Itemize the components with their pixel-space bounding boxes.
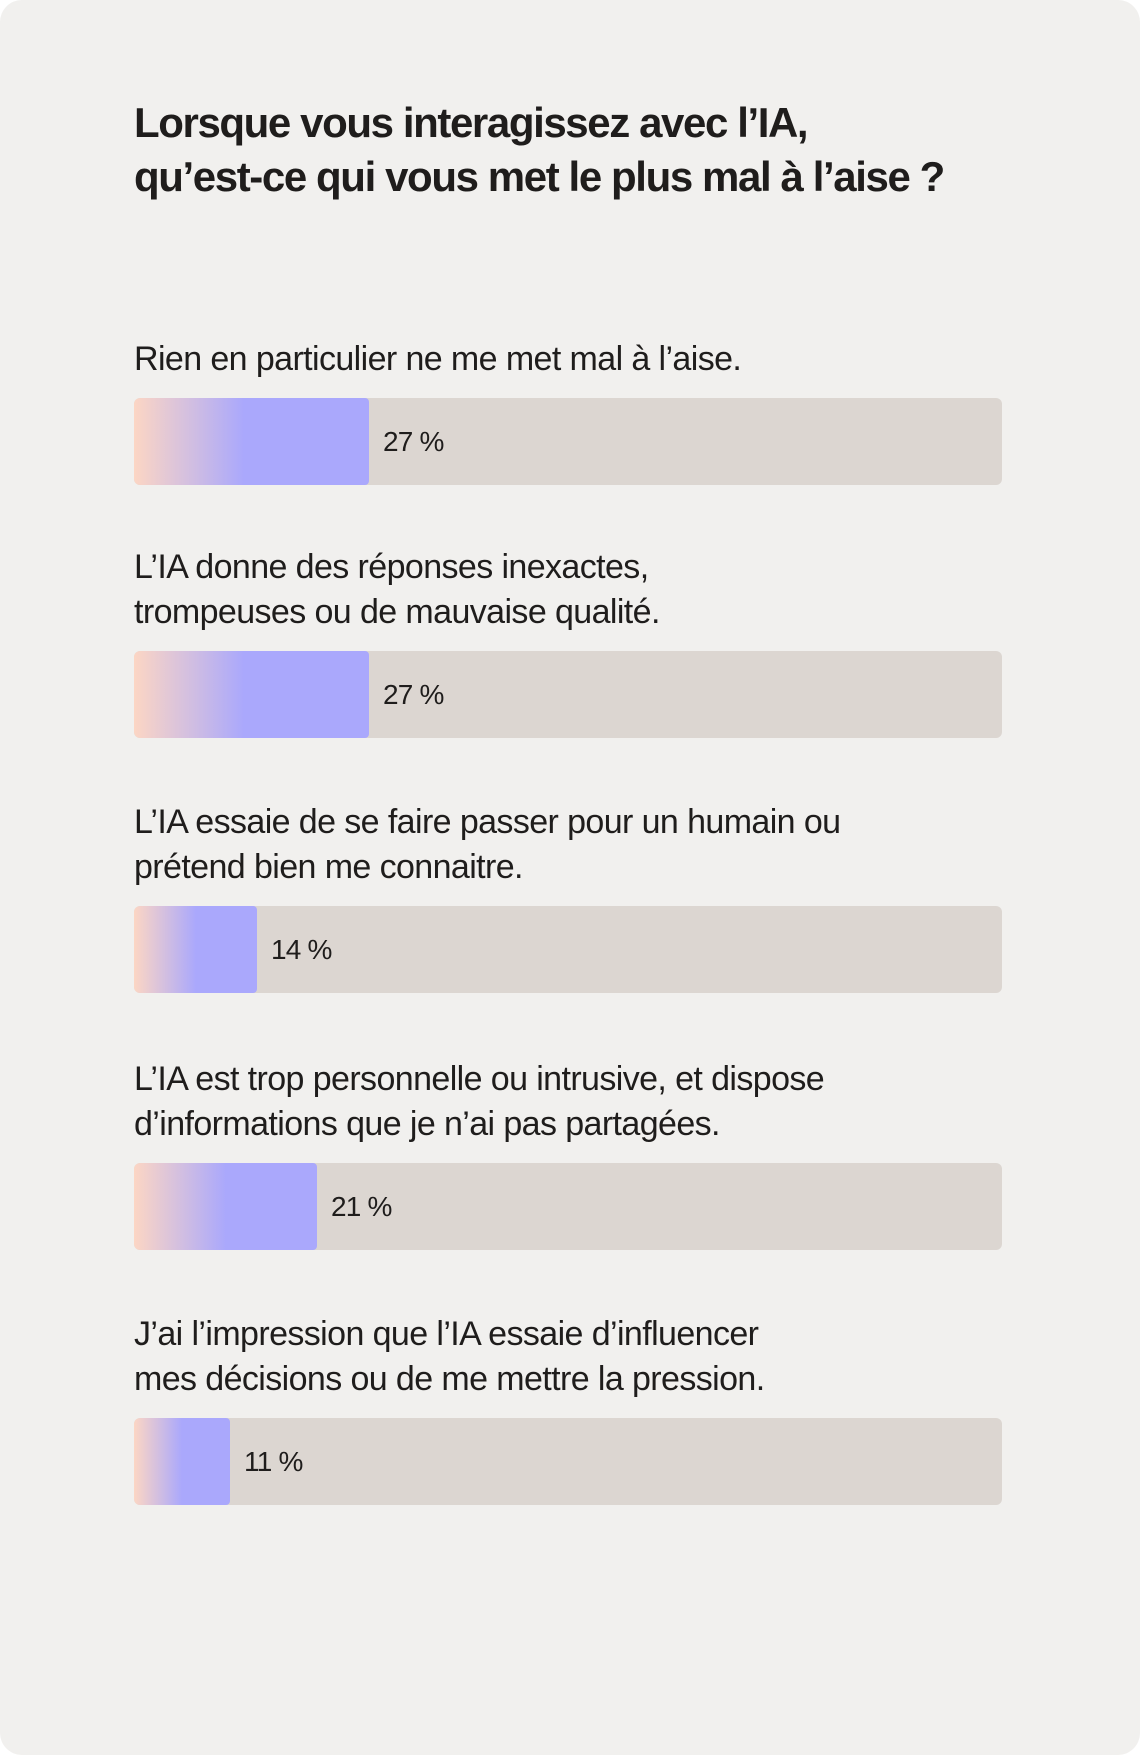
category-label-line: L’IA essaie de se faire passer pour un h…: [134, 803, 841, 841]
category-label-line: L’IA donne des réponses inexactes,: [134, 548, 649, 586]
bar: [134, 1418, 230, 1505]
value-label: 14 %: [271, 934, 332, 965]
category-label-line: L’IA est trop personnelle ou intrusive, …: [134, 1060, 825, 1098]
category-label-line: d’informations que je n’ai pas partagées…: [134, 1105, 720, 1143]
bar-item: L’IA est trop personnelle ou intrusive, …: [134, 1057, 1004, 1250]
category-label: L’IA essaie de se faire passer pour un h…: [134, 800, 1004, 890]
value-label: 27 %: [383, 679, 444, 710]
category-label: J’ai l’impression que l’IA essaie d’infl…: [134, 1312, 1004, 1402]
bar: [134, 398, 369, 485]
bar: [134, 906, 257, 993]
bar: [134, 1163, 317, 1250]
value-label: 27 %: [383, 426, 444, 457]
bar-track: 27 %: [134, 398, 1002, 485]
category-label-line: trompeuses ou de mauvaise qualité.: [134, 593, 660, 631]
category-label-line: J’ai l’impression que l’IA essaie d’infl…: [134, 1315, 759, 1353]
chart-title-line: Lorsque vous interagissez avec l’IA,: [134, 99, 809, 146]
bar-track: 21 %: [134, 1163, 1002, 1250]
category-label: Rien en particulier ne me met mal à l’ai…: [134, 337, 1004, 382]
bar-item: Rien en particulier ne me met mal à l’ai…: [134, 337, 1004, 485]
chart-title-line: qu’est-ce qui vous met le plus mal à l’a…: [134, 153, 945, 200]
bar-item: J’ai l’impression que l’IA essaie d’infl…: [134, 1312, 1004, 1505]
category-label: L’IA donne des réponses inexactes, trompe…: [134, 545, 1004, 635]
bar-item: L’IA essaie de se faire passer pour un h…: [134, 800, 1004, 993]
category-label-line: prétend bien me connaitre.: [134, 848, 523, 886]
bar: [134, 651, 369, 738]
bar-track: 11 %: [134, 1418, 1002, 1505]
category-label: L’IA est trop personnelle ou intrusive, …: [134, 1057, 1004, 1147]
bar-track: 14 %: [134, 906, 1002, 993]
category-label-line: mes décisions ou de me mettre la pressio…: [134, 1360, 765, 1398]
value-label: 11 %: [244, 1446, 303, 1477]
category-label-line: Rien en particulier ne me met mal à l’ai…: [134, 340, 742, 378]
chart-title: Lorsque vous interagissez avec l’IA, qu’…: [134, 96, 1034, 204]
value-label: 21 %: [331, 1191, 392, 1222]
bar-item: L’IA donne des réponses inexactes, trompe…: [134, 545, 1004, 738]
bar-track: 27 %: [134, 651, 1002, 738]
